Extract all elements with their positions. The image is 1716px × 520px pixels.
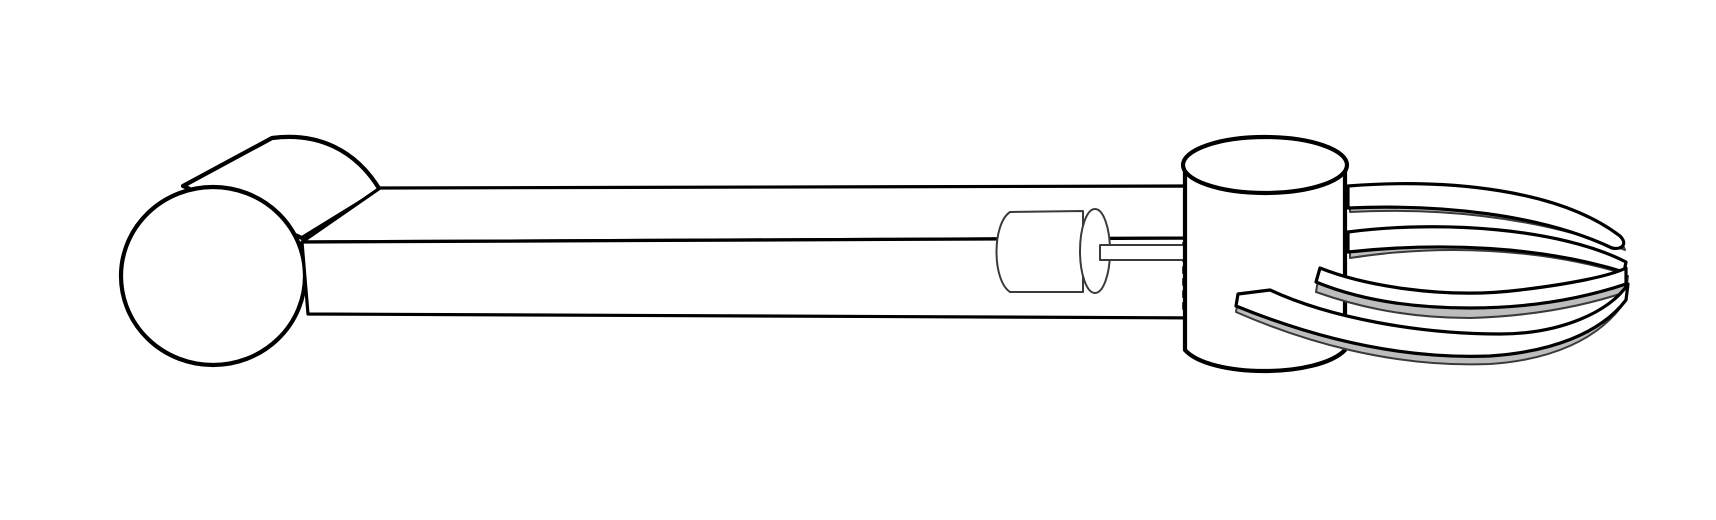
gripper-finger-lower <box>1234 282 1630 358</box>
shoulder-joint <box>118 134 383 368</box>
gripper-finger-inner <box>1314 266 1628 310</box>
shoulder-cylinder-face <box>118 184 308 368</box>
actuator <box>995 208 1186 294</box>
actuator-piston-rod <box>1099 244 1186 261</box>
gripper-finger-upper <box>1346 182 1626 250</box>
wrist-cylinder-top <box>1180 134 1350 196</box>
gripper <box>1234 182 1630 366</box>
actuator-cylinder-body <box>995 210 1084 293</box>
